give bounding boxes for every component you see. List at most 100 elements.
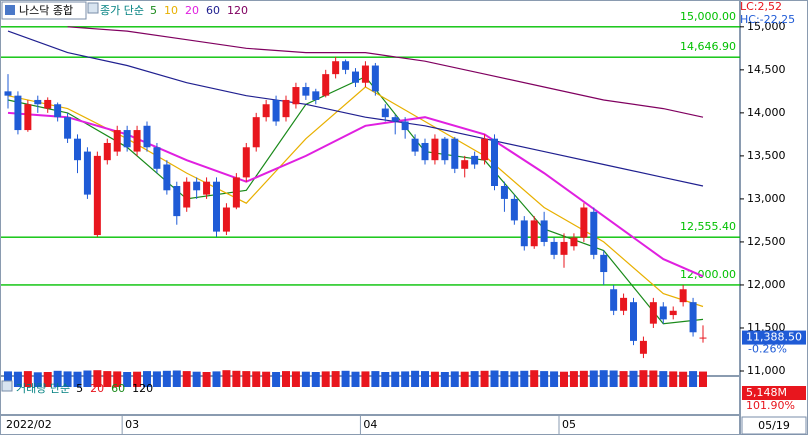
lc-label: LC:2,52 — [740, 0, 782, 13]
volume-bar — [500, 371, 509, 387]
volume-bar — [440, 372, 449, 387]
volume-bar — [143, 371, 151, 387]
title-box — [1, 1, 87, 20]
legend-entry: 60 — [206, 4, 220, 17]
volume-bar — [133, 371, 142, 387]
y-tick-label: 15,000 — [747, 20, 786, 33]
candle-body — [123, 130, 131, 148]
candle-body — [441, 138, 449, 161]
volume-legend-entry: 60 — [111, 382, 125, 395]
reference-label: 14,646.90 — [680, 40, 736, 53]
marks: 11,00011,50012,00012,50013,00013,50014,0… — [1, 10, 807, 435]
volume-bar — [480, 370, 489, 387]
candle-body — [183, 181, 191, 208]
volume-bar — [103, 371, 112, 387]
volume-bar — [182, 371, 191, 387]
y-tick-label: 12,500 — [747, 235, 786, 248]
volume-bar — [172, 370, 181, 387]
volume-bar — [411, 370, 420, 387]
ma-line — [7, 30, 704, 187]
candle-body — [510, 198, 518, 221]
candle-body — [242, 147, 250, 178]
volume-legend-entry: 5 — [76, 382, 83, 395]
candle-body — [203, 181, 211, 195]
candle-body — [282, 99, 290, 118]
candle-body — [659, 306, 667, 320]
candle-body — [103, 142, 111, 161]
candle-body — [54, 104, 62, 118]
candle-body — [153, 147, 161, 169]
candle-body — [163, 164, 171, 191]
volume-bar — [311, 372, 320, 387]
legend-entry: 5 — [150, 4, 157, 17]
volume-bar — [599, 370, 608, 387]
ma-label: 종가 단순 — [100, 4, 144, 17]
volume-bar — [619, 371, 628, 387]
date-box — [741, 416, 807, 435]
legend-entry: 120 — [227, 4, 248, 17]
reference-label: 15,000.00 — [680, 10, 736, 23]
ma-icon — [87, 2, 99, 14]
candle-body — [451, 138, 459, 169]
volume-bar — [550, 371, 559, 387]
candle-body — [14, 95, 22, 131]
volume-bar — [33, 372, 42, 387]
volume-bar — [520, 370, 529, 387]
hc-label: HC:-22,25 — [740, 13, 795, 26]
candle-body — [222, 207, 230, 232]
volume-legend-entry: 120 — [132, 382, 153, 395]
legend-entry: 10 — [164, 4, 178, 17]
candle-body — [361, 65, 369, 83]
price-box — [742, 330, 806, 345]
candle-body — [352, 71, 359, 83]
candle-body — [550, 241, 558, 255]
volume-bar — [351, 371, 360, 387]
volume-label: 거래량 단순 — [16, 382, 70, 395]
volume-bar — [232, 370, 241, 387]
volume-bar — [262, 371, 271, 387]
volume-bar — [321, 371, 330, 387]
volume-bar — [202, 372, 211, 387]
volume-icon — [1, 380, 13, 392]
x-tick-label: 2022/02 — [6, 418, 52, 431]
volume-bar — [361, 371, 370, 387]
candle-body — [600, 254, 608, 273]
volume-last: 5,148M — [746, 386, 787, 399]
candle-body — [312, 91, 320, 100]
volume-bar — [152, 371, 161, 387]
volume-bar — [430, 371, 439, 387]
candle-body — [520, 220, 528, 247]
volume-bar — [391, 371, 400, 387]
volume-bar — [222, 370, 231, 387]
volume-bar — [123, 372, 132, 387]
candle-body — [689, 302, 697, 333]
volume-bar — [371, 371, 380, 387]
volume-bar — [301, 371, 310, 387]
candle-body — [391, 117, 399, 122]
candle-body — [679, 289, 687, 303]
candle-body — [620, 297, 628, 311]
candle-body — [381, 108, 389, 118]
candle-body — [44, 99, 52, 109]
legend-entry: 20 — [185, 4, 199, 17]
volume-bar — [421, 371, 429, 387]
volume-bar — [639, 370, 648, 387]
x-tick-label: 04 — [363, 418, 377, 431]
y-tick-label: 13,500 — [747, 149, 786, 162]
candle-body — [232, 177, 240, 208]
volume-bar — [699, 371, 707, 387]
volume-bar — [252, 371, 261, 387]
volume-box — [742, 386, 806, 400]
candle-body — [332, 61, 340, 75]
volume-bar — [113, 371, 122, 387]
candle-body — [471, 155, 479, 165]
candle-body — [83, 151, 91, 195]
volume-bar — [192, 371, 201, 387]
volume-bar — [530, 370, 539, 387]
candle-body — [133, 130, 141, 152]
volume-bar — [560, 371, 568, 387]
candle-body — [322, 74, 330, 96]
candle-body — [24, 104, 32, 131]
candle-body — [34, 99, 42, 105]
